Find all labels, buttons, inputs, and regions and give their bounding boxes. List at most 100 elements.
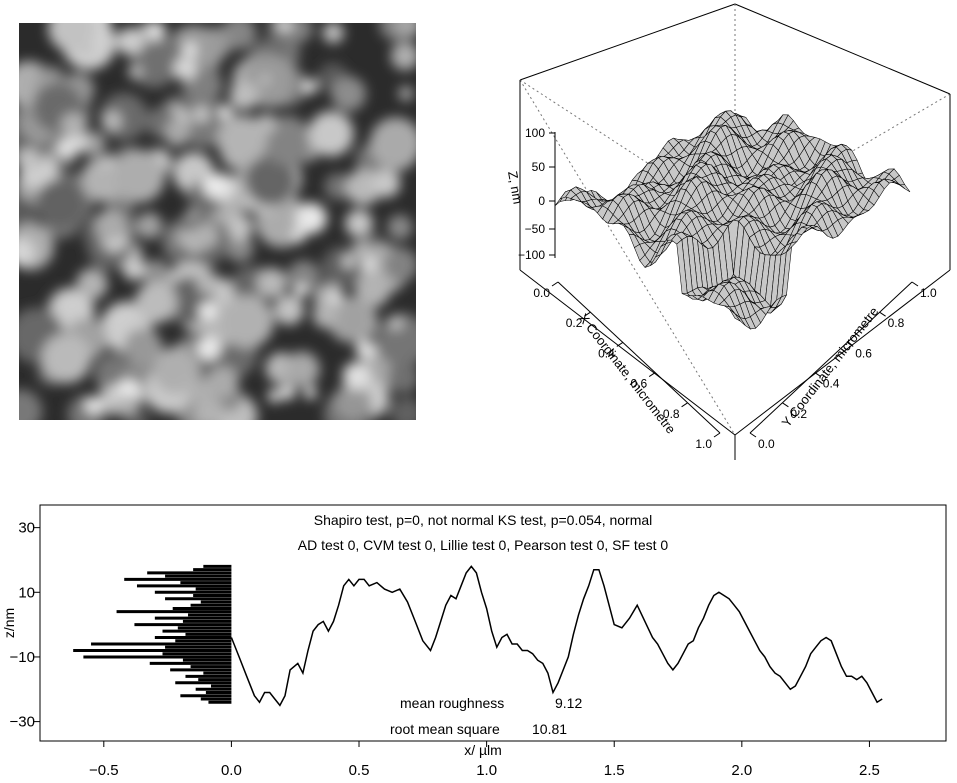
y-tick-mark [782, 402, 789, 408]
x-tick-mark [681, 402, 688, 408]
y-tick-mark [846, 341, 854, 347]
profile-series-line [230, 565, 883, 707]
afm-grain-highlight [295, 202, 327, 234]
afm-grain [354, 272, 391, 308]
z-tick-label: 50 [532, 160, 546, 174]
afm-grain-highlight [128, 64, 143, 80]
afm-grain-highlight [116, 393, 138, 415]
afm-grain [331, 76, 367, 112]
afm-grain-highlight [60, 112, 87, 139]
afm-grain-highlight [165, 118, 189, 143]
afm-grain-highlight [148, 23, 166, 39]
y-tick-mark [879, 311, 886, 317]
afm-grain [220, 294, 274, 348]
afm-grain [345, 169, 382, 206]
afm-grain-highlight [19, 147, 41, 172]
plot-frame [39, 504, 947, 742]
afm-grain-highlight [390, 41, 416, 71]
x-axis: −0.5 0.0 0.5 1.0 1.5 2.0 2.5 [89, 741, 880, 779]
mean-roughness-label: mean roughness [400, 695, 504, 711]
afm-grain-highlight [122, 257, 146, 281]
y-tick-label: 10 [18, 584, 35, 601]
afm-grain-highlight [85, 397, 103, 414]
afm-grain-highlight [342, 361, 371, 390]
afm-grain [369, 117, 416, 170]
afm-grain-highlight [192, 106, 210, 123]
x-tick-label: 0.8 [663, 407, 680, 421]
afm-grain [142, 259, 170, 287]
plot-box-front-edges [519, 80, 951, 460]
y-axis-label: z/nm [1, 608, 17, 638]
x-tick-label: 2.0 [731, 762, 752, 779]
surface-mesh [554, 110, 911, 330]
afm-grain [123, 327, 163, 367]
rms-label: root mean square [390, 721, 500, 737]
afm-grain-highlight [188, 378, 215, 405]
afm-grain-highlight [271, 361, 289, 379]
afm-grain [308, 111, 354, 157]
afm-grain-highlight [355, 340, 376, 360]
y-axis: −30 −10 10 30 [10, 520, 40, 731]
afm-grain-highlight [182, 42, 197, 57]
afm-grain-highlight [255, 113, 277, 135]
afm-grain [130, 41, 177, 88]
afm-grain [225, 234, 254, 263]
y-tick-label: 30 [18, 520, 35, 537]
afm-grain-highlight [258, 73, 272, 86]
afm-grain [112, 149, 166, 203]
afm-grain-highlight [398, 86, 414, 101]
x-tick-mark [551, 281, 559, 287]
z-tick-label: 100 [525, 126, 545, 140]
afm-grain [41, 333, 92, 384]
annotation-line-1: Shapiro test, p=0, not normal KS test, p… [314, 512, 653, 528]
afm-grain [334, 383, 372, 420]
x-tick-label: 1.0 [476, 762, 497, 779]
afm-grain [390, 397, 416, 420]
afm-grain-highlight [196, 336, 221, 361]
afm-grain [135, 281, 178, 324]
afm-grain [324, 173, 352, 200]
x-tick-label: 0.6 [631, 377, 648, 391]
x-tick-label: 0.5 [349, 762, 370, 779]
afm-grain [383, 247, 416, 283]
afm-grain-highlight [279, 384, 296, 400]
afm-grain-highlight [99, 154, 116, 170]
afm-grain-highlight [207, 366, 239, 398]
x-tick-label: 1.5 [604, 762, 625, 779]
z-axis-label: Z, nm [505, 170, 526, 205]
mean-roughness-value: 9.12 [555, 695, 582, 711]
afm-grain-highlight [94, 209, 127, 242]
afm-grain [375, 313, 416, 367]
x-tick-label: 2.5 [859, 762, 880, 779]
afm-grain-highlight [19, 238, 35, 266]
x-tick-mark [713, 432, 721, 438]
x-tick-label: 1.0 [695, 437, 712, 451]
afm-grain-highlight [176, 229, 193, 247]
annotation-line-2: AD test 0, CVM test 0, Lillie test 0, Pe… [298, 537, 669, 553]
afm-grain [284, 351, 320, 387]
afm-grain-highlight [303, 386, 317, 400]
y-tick-label: 1.0 [920, 286, 937, 300]
afm-grain [394, 23, 416, 39]
y-tick-label: 0.6 [855, 346, 872, 360]
y-tick-label: −10 [10, 649, 35, 666]
afm-grain-highlight [267, 388, 282, 403]
x-tick-mark [616, 341, 624, 347]
afm-grain [35, 178, 85, 228]
afm-grain [80, 131, 106, 157]
afm-grain-highlight [361, 256, 377, 272]
y-tick-label: 0.4 [823, 377, 840, 391]
afm-grain-highlight [273, 294, 305, 325]
afm-grain [387, 214, 413, 240]
y-tick-mark [749, 432, 757, 438]
afm-grain-highlight [193, 222, 219, 249]
afm-grain-highlight [173, 56, 198, 81]
x-axis-label: x/ µlm [464, 742, 502, 758]
z-axis: 100 50 0 −50 −100 Z, nm [505, 126, 556, 262]
afm-grain-highlight [342, 255, 356, 268]
x-tick-label: −0.5 [89, 762, 119, 779]
z-tick-label: −100 [518, 248, 545, 262]
afm-grain-highlight [197, 272, 220, 295]
